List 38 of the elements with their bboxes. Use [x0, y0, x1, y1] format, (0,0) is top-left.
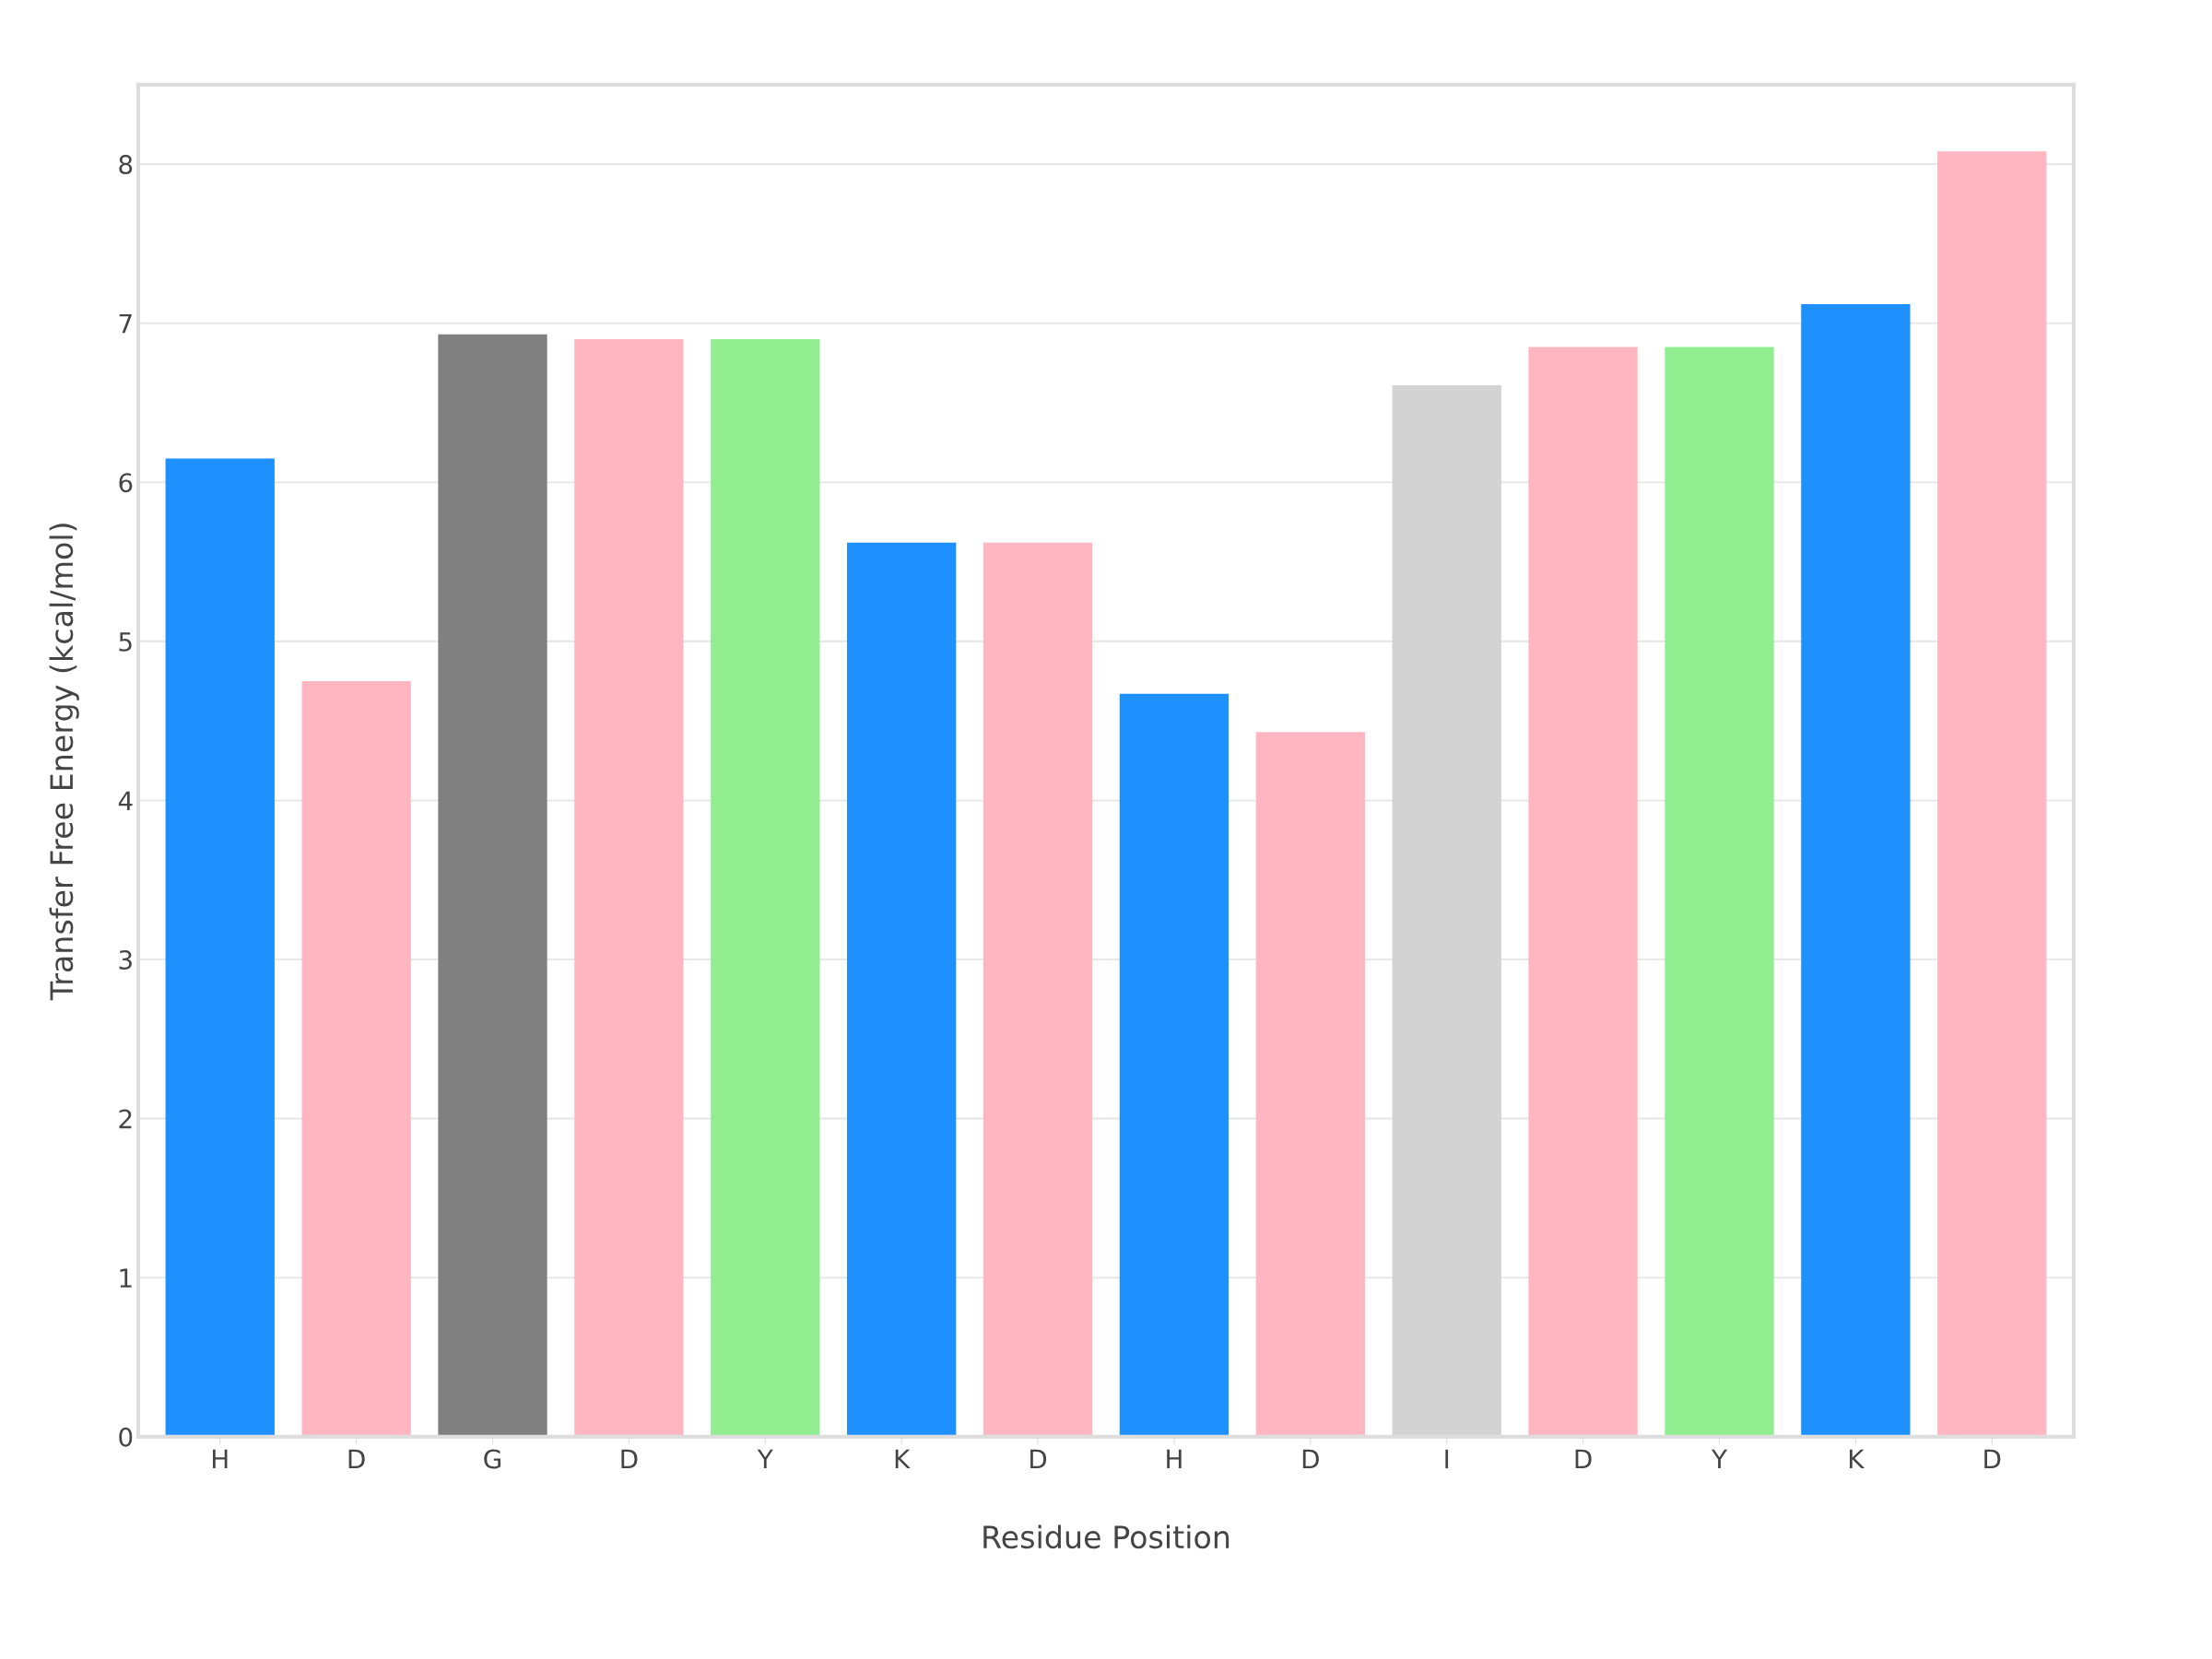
x-tick-label: K [895, 1449, 911, 1469]
bar [847, 542, 957, 1437]
y-tick-label: 4 [118, 791, 133, 810]
bar [574, 338, 684, 1437]
bar [982, 542, 1093, 1437]
y-tick-label: 1 [120, 1268, 132, 1288]
x-tick-label: Y [757, 1449, 773, 1469]
x-tick-label: I [1445, 1449, 1449, 1469]
x-tick-label: D [621, 1449, 638, 1469]
x-tick-label: D [1302, 1449, 1319, 1469]
bar [165, 458, 275, 1437]
x-tick-label: D [1984, 1449, 2001, 1469]
bar [1528, 347, 1638, 1437]
bar [301, 681, 411, 1437]
x-tick-label: D [348, 1449, 365, 1469]
x-tick-label: H [1167, 1449, 1182, 1469]
bar [1119, 693, 1230, 1437]
y-tick-label: 8 [119, 155, 133, 175]
bar [1937, 151, 2047, 1437]
x-tick-label: K [1850, 1449, 1865, 1469]
x-tick-label: Y [1711, 1449, 1728, 1469]
bar [1255, 732, 1365, 1437]
y-tick-label: 3 [119, 949, 132, 970]
bar [438, 334, 547, 1437]
x-tick-label: H [213, 1449, 228, 1469]
y-tick-label: 7 [119, 313, 132, 334]
x-tick-label: G [484, 1449, 500, 1469]
x-tick-label: D [1030, 1449, 1047, 1469]
x-axis-title: Residue Position [983, 1524, 1230, 1549]
y-tick-label: 5 [119, 632, 132, 652]
x-tick-label: D [1575, 1449, 1592, 1469]
bar [1801, 303, 1911, 1437]
bar [711, 338, 820, 1437]
bar [1665, 347, 1774, 1437]
y-tick-label: 0 [119, 1427, 133, 1447]
y-tick-label: 6 [119, 473, 133, 493]
y-axis-title: Transfer Free Energy (kcal/mol) [49, 524, 79, 1001]
y-tick-label: 2 [119, 1109, 132, 1129]
